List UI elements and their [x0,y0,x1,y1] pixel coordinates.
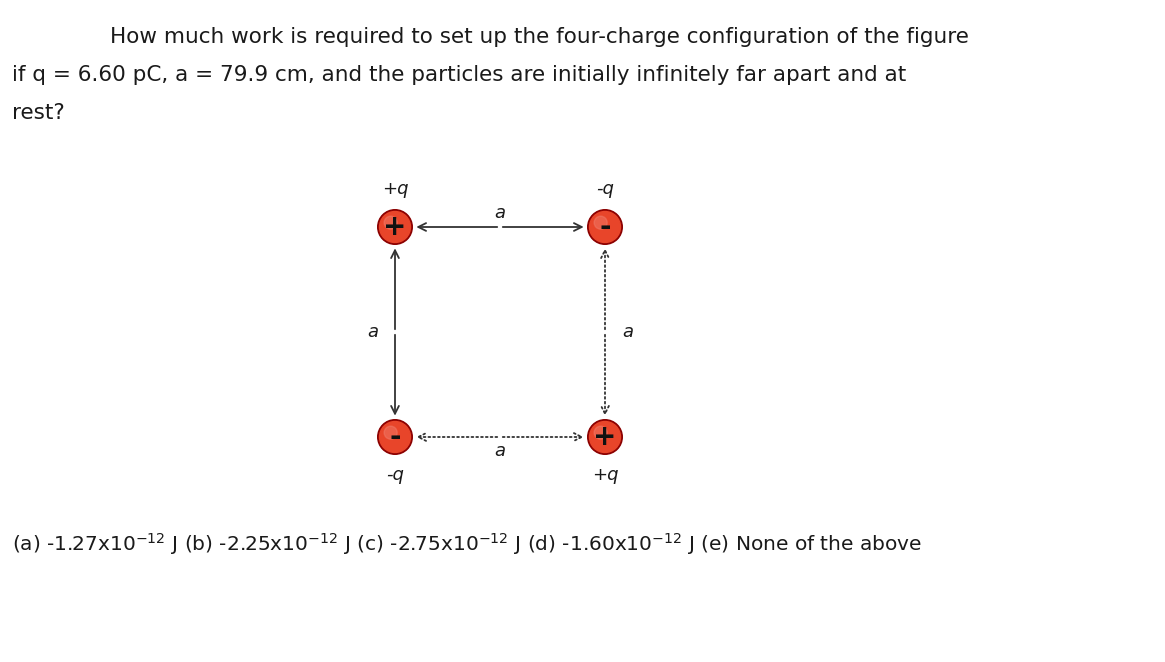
Text: +q: +q [382,181,408,199]
Text: rest?: rest? [12,103,65,123]
Text: a: a [494,442,506,460]
Circle shape [377,210,412,244]
Circle shape [384,216,397,229]
Circle shape [594,216,607,229]
Text: a: a [367,323,377,341]
Text: +q: +q [592,465,619,483]
Circle shape [384,426,397,439]
Circle shape [587,420,622,454]
Circle shape [589,211,621,242]
Text: -: - [599,213,610,241]
Circle shape [589,422,621,453]
Text: How much work is required to set up the four-charge configuration of the figure: How much work is required to set up the … [110,27,969,47]
Text: +: + [593,423,616,451]
Circle shape [594,426,607,439]
Text: +: + [383,213,407,241]
Text: -: - [389,423,401,451]
Circle shape [587,210,622,244]
Circle shape [380,422,410,453]
Text: -q: -q [386,465,404,483]
Text: -q: -q [596,181,614,199]
Text: a: a [494,204,506,222]
Text: (a) -1.27x10$^{-12}$ J (b) -2.25x10$^{-12}$ J (c) -2.75x10$^{-12}$ J (d) -1.60x1: (a) -1.27x10$^{-12}$ J (b) -2.25x10$^{-1… [12,531,922,557]
Text: if q = 6.60 pC, a = 79.9 cm, and the particles are initially infinitely far apar: if q = 6.60 pC, a = 79.9 cm, and the par… [12,65,906,85]
Circle shape [377,420,412,454]
Circle shape [380,211,410,242]
Text: a: a [622,323,633,341]
